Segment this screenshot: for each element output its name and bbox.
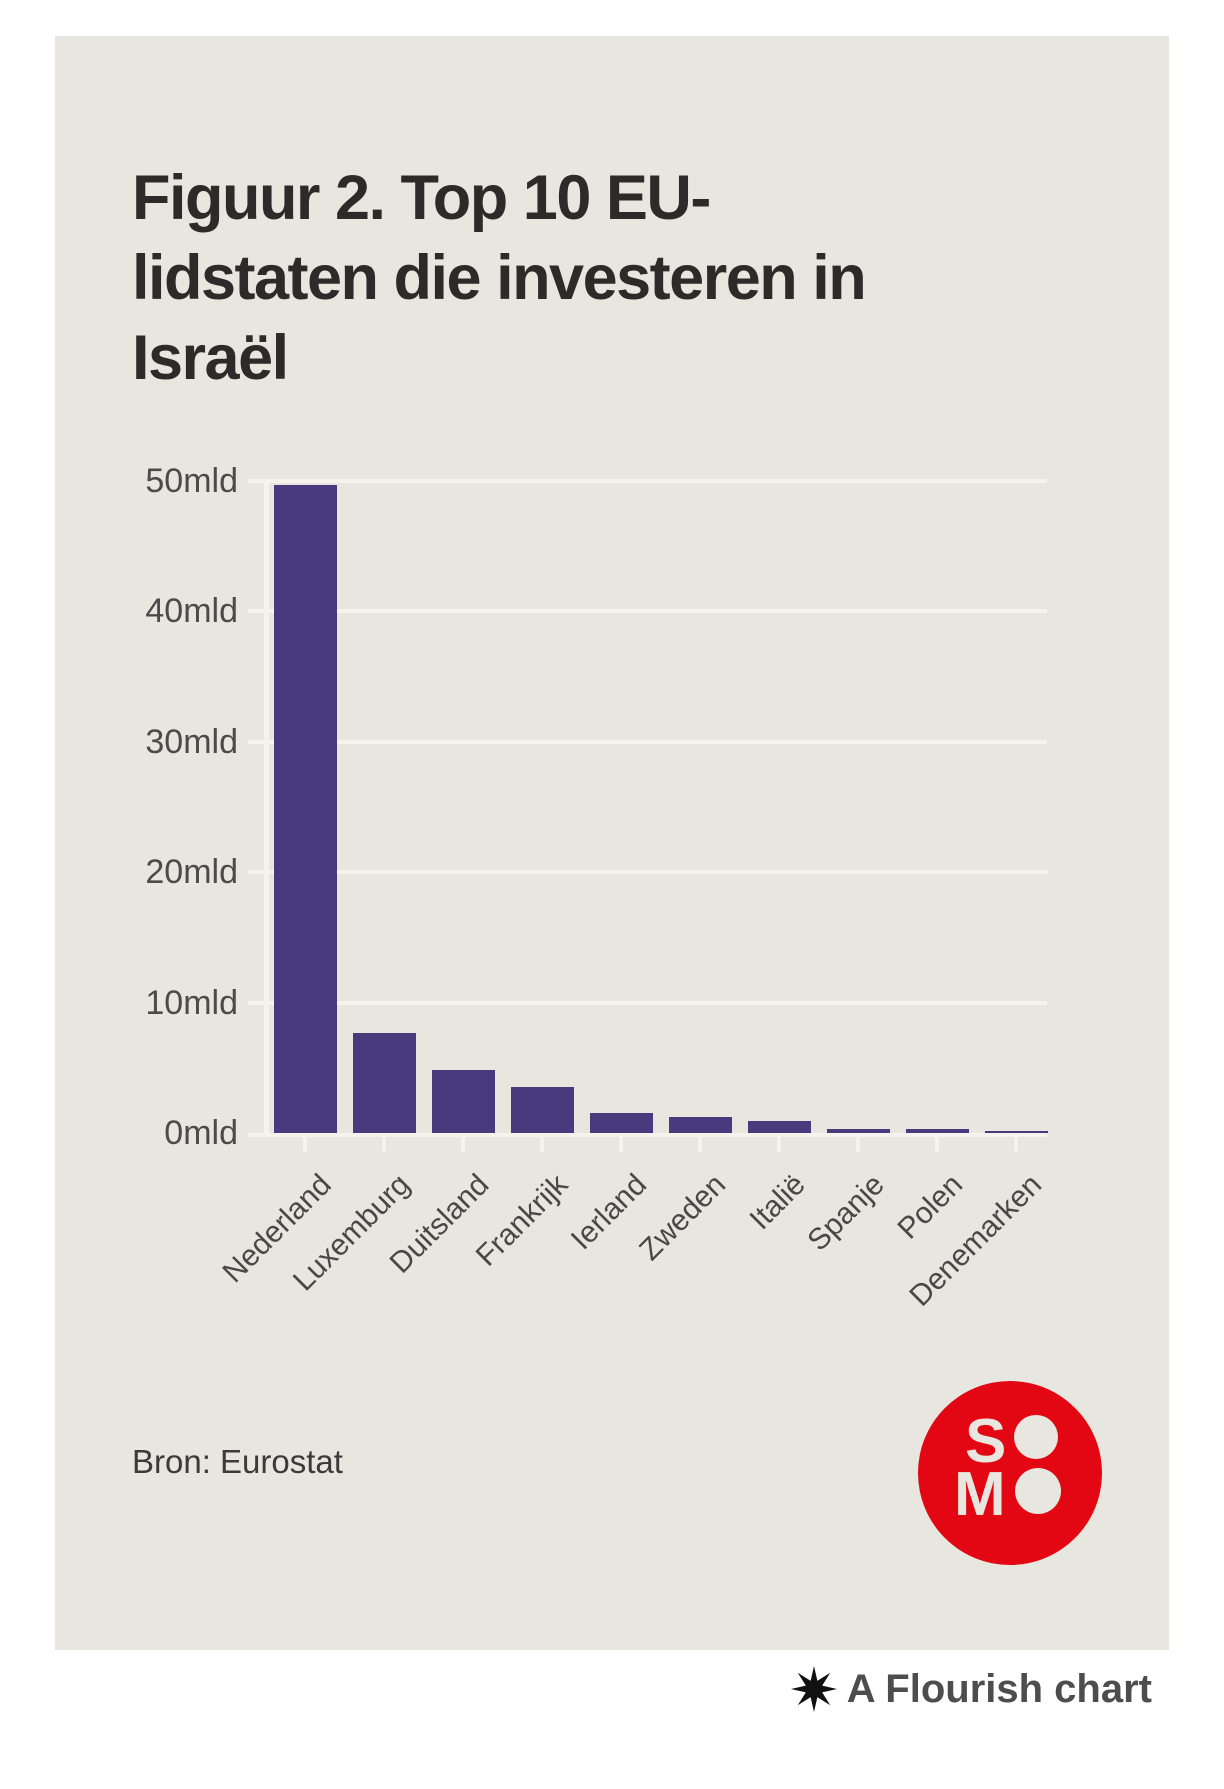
- bar-duitsland[interactable]: [431, 1070, 495, 1133]
- gridline-0mld: [248, 1133, 1047, 1137]
- bar-frankrijk[interactable]: [510, 1087, 574, 1133]
- gridline-20mld: [248, 870, 1047, 875]
- svg-text:S: S: [965, 1407, 1006, 1476]
- chart-card: Figuur 2. Top 10 EU- lidstaten die inves…: [55, 36, 1169, 1650]
- y-axis-label-20mld: 20mld: [145, 853, 238, 892]
- bar-ierland[interactable]: [589, 1113, 653, 1133]
- svg-text:M: M: [954, 1460, 1006, 1529]
- chart-title-line-3: Israël: [132, 323, 289, 393]
- y-axis-label-10mld: 10mld: [145, 983, 238, 1022]
- x-axis-tick-frankrijk: [540, 1137, 544, 1152]
- bar-zweden[interactable]: [668, 1117, 732, 1133]
- x-axis-tick-luxemburg: [382, 1137, 386, 1152]
- x-axis-label-text-italie: Italië: [743, 1168, 812, 1237]
- bar-chart: 0mld 10mld 20mld 30mld 40mld 50mld Nederland Lu…: [55, 36, 1169, 1650]
- y-axis-label-30mld: 30mld: [145, 722, 238, 761]
- x-axis-label-text-spanje: Spanje: [800, 1168, 891, 1258]
- bar-luxemburg[interactable]: [352, 1033, 416, 1133]
- x-axis-tick-denemarken: [1014, 1137, 1018, 1152]
- x-axis-label-text-zweden: Zweden: [633, 1168, 733, 1267]
- bar-denemarken[interactable]: [984, 1131, 1048, 1133]
- x-axis-tick-zweden: [698, 1137, 702, 1152]
- chart-title: Figuur 2. Top 10 EU- lidstaten die inves…: [132, 158, 1002, 398]
- x-axis-tick-italie: [777, 1137, 781, 1152]
- gridline-50mld: [248, 479, 1047, 483]
- y-axis-label-50mld: 50mld: [145, 462, 238, 500]
- flourish-footer[interactable]: A Flourish chart: [790, 1666, 1152, 1712]
- gridline-10mld: [248, 1000, 1047, 1005]
- gridline-40mld: [248, 609, 1047, 614]
- y-axis-line: [264, 481, 269, 1137]
- source-note: Bron: Eurostat: [132, 1443, 343, 1480]
- bar-italie[interactable]: [747, 1121, 811, 1133]
- somo-logo: S M: [918, 1381, 1102, 1565]
- flourish-label: A Flourish chart: [846, 1666, 1152, 1711]
- gridline-30mld: [248, 739, 1047, 744]
- somo-logo-graphic: S M: [918, 1381, 1102, 1565]
- x-axis-tick-nederland: [303, 1137, 307, 1152]
- flourish-asterisk-icon: [790, 1666, 837, 1712]
- bar-spanje[interactable]: [826, 1129, 890, 1133]
- x-axis-tick-spanje: [856, 1137, 860, 1152]
- x-axis-tick-duitsland: [461, 1137, 465, 1152]
- chart-title-line-1: Figuur 2. Top 10 EU-: [132, 163, 711, 233]
- y-axis-label-0mld: 0mld: [164, 1114, 238, 1152]
- y-axis-label-40mld: 40mld: [145, 592, 238, 631]
- x-axis-tick-polen: [935, 1137, 939, 1152]
- bar-nederland[interactable]: [273, 485, 337, 1133]
- x-axis-tick-ierland: [619, 1137, 623, 1152]
- chart-title-line-2: lidstaten die investeren in: [132, 243, 867, 313]
- bar-polen[interactable]: [905, 1129, 969, 1133]
